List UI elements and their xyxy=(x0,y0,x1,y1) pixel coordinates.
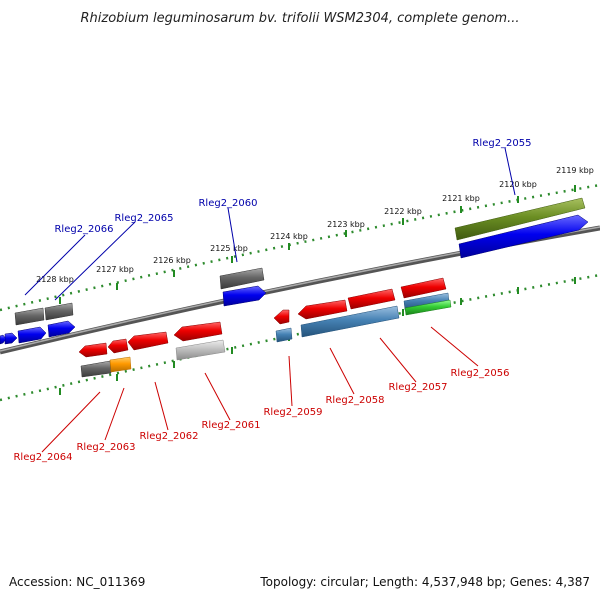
feature-red-arrow[interactable] xyxy=(107,338,129,354)
gene-label-bottom[interactable]: Rleg2_2059 xyxy=(263,407,322,418)
scale-label: 2124 kbp xyxy=(270,232,308,241)
feature-blue-arrow[interactable] xyxy=(4,332,18,345)
gene-label-top[interactable]: Rleg2_2066 xyxy=(54,224,113,235)
feature-red-arrow[interactable] xyxy=(400,277,447,299)
scale-label: 2121 kbp xyxy=(442,194,480,203)
feature-red-arrow[interactable] xyxy=(273,309,290,325)
feature-steelblue[interactable] xyxy=(300,305,400,338)
feature-gray[interactable] xyxy=(80,360,112,378)
feature-blue-arrow[interactable] xyxy=(47,320,76,338)
accession-text: Accession: NC_011369 xyxy=(9,575,145,589)
scale-label: 2122 kbp xyxy=(384,207,422,216)
scale-label: 2125 kbp xyxy=(210,244,248,253)
feature-gray[interactable] xyxy=(14,307,45,326)
gene-label-bottom[interactable]: Rleg2_2061 xyxy=(201,420,260,431)
gene-label-bottom[interactable]: Rleg2_2058 xyxy=(325,395,384,406)
scale-label: 2120 kbp xyxy=(499,180,537,189)
feature-blue-arrow[interactable] xyxy=(222,285,267,307)
gene-label-bottom[interactable]: Rleg2_2064 xyxy=(13,452,72,463)
feature-red-arrow[interactable] xyxy=(127,331,169,351)
reverse-strand-features xyxy=(78,277,452,378)
top-gene-labels xyxy=(24,147,516,301)
scale-label: 2123 kbp xyxy=(327,220,365,229)
gene-label-bottom[interactable]: Rleg2_2062 xyxy=(139,431,198,442)
topology-summary: Topology: circular; Length: 4,537,948 bp… xyxy=(259,575,590,589)
feature-blue-arrow[interactable] xyxy=(17,326,47,344)
feature-red-arrow[interactable] xyxy=(347,288,396,310)
gene-label-top[interactable]: Rleg2_2065 xyxy=(114,213,173,224)
gene-label-top[interactable]: Rleg2_2060 xyxy=(198,198,257,209)
scale-label: 2128 kbp xyxy=(36,275,74,284)
feature-red-arrow[interactable] xyxy=(78,342,108,358)
scale-labels: 2119 kbp 2120 kbp 2121 kbp 2122 kbp 2123… xyxy=(36,166,594,284)
feature-green[interactable] xyxy=(404,299,452,316)
gene-label-bottom[interactable]: Rleg2_2056 xyxy=(450,368,509,379)
feature-blue-arrow[interactable] xyxy=(458,214,589,259)
scale-label: 2126 kbp xyxy=(153,256,191,265)
feature-gray[interactable] xyxy=(219,267,265,290)
forward-strand-features xyxy=(0,197,589,345)
feature-red-arrow[interactable] xyxy=(173,321,223,342)
feature-blue-arrow[interactable] xyxy=(0,334,7,345)
feature-red-arrow[interactable] xyxy=(297,299,348,320)
gene-label-bottom[interactable]: Rleg2_2057 xyxy=(388,382,447,393)
feature-steelblue[interactable] xyxy=(275,327,293,343)
map-title: Rhizobium leguminosarum bv. trifolii WSM… xyxy=(81,11,520,26)
scale-label: 2127 kbp xyxy=(96,265,134,274)
feature-light-gray[interactable] xyxy=(175,339,226,361)
feature-orange[interactable] xyxy=(109,356,132,373)
scale-track-bottom xyxy=(0,273,600,402)
scale-label: 2119 kbp xyxy=(556,166,594,175)
gene-label-bottom[interactable]: Rleg2_2063 xyxy=(76,442,135,453)
gene-label-top[interactable]: Rleg2_2055 xyxy=(472,138,531,149)
feature-olive[interactable] xyxy=(454,197,586,241)
bottom-gene-labels xyxy=(41,326,479,453)
feature-gray[interactable] xyxy=(44,302,74,321)
